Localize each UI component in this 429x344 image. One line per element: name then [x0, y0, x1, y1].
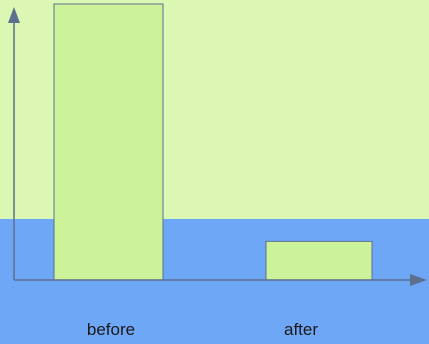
x-axis-arrow-icon	[410, 274, 427, 286]
category-labels: before after	[87, 320, 318, 339]
bar-after	[265, 240, 373, 281]
category-label-after: after	[284, 320, 318, 339]
y-axis-arrow-icon	[8, 7, 20, 23]
category-label-before: before	[87, 320, 135, 339]
bar-group	[53, 3, 373, 281]
bar-before	[53, 3, 164, 281]
axes	[8, 7, 427, 286]
